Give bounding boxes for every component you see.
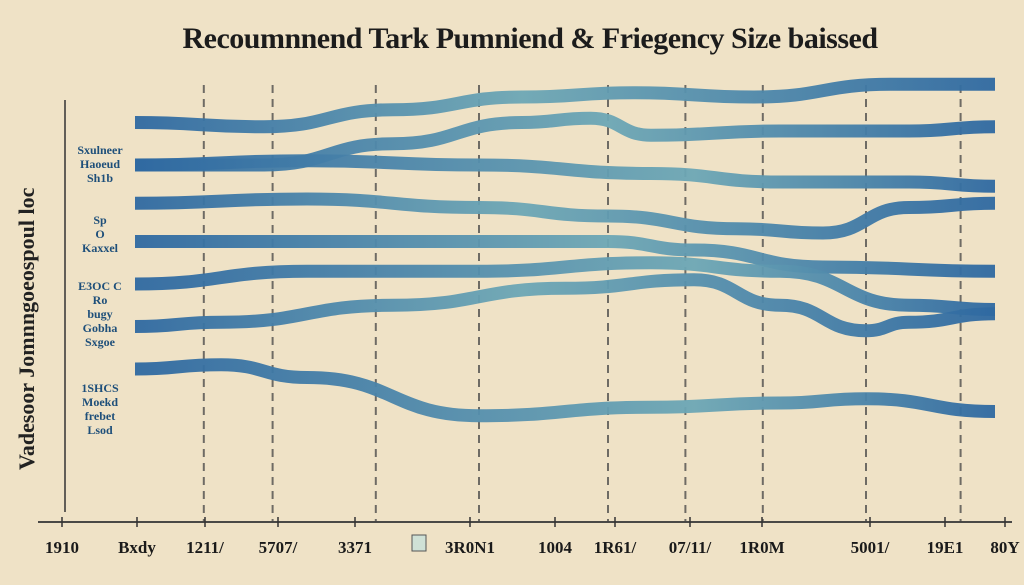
series-line: [134, 358, 996, 423]
x-tick-label: 19E1: [927, 538, 964, 557]
legend-swatch: [411, 534, 427, 552]
y-annotation-label: Lsod: [87, 423, 113, 437]
y-annotation-label: Kaxxel: [82, 241, 119, 255]
y-annotation-label: Sp: [93, 213, 107, 227]
y-annotation-label: bugy: [87, 307, 112, 321]
x-tick-label: Bxdy: [118, 538, 156, 557]
y-annotation-label: Gobha: [83, 321, 118, 335]
y-annotation-label: Moekd: [82, 395, 118, 409]
series-line: [134, 273, 996, 338]
y-annotation-label: Sxgoe: [85, 335, 116, 349]
series-line: [134, 154, 996, 193]
y-annotation-label: Haoeud: [80, 157, 120, 171]
series-line: [134, 256, 996, 316]
chart-title: Recoumnnend Tark Pumniend & Friegency Si…: [182, 22, 878, 55]
y-annotation-label: 1SHCS: [81, 381, 119, 395]
x-tick-label: 5001/: [851, 538, 890, 557]
y-annotation-label: Sh1b: [87, 171, 113, 185]
x-tick-label: 1004: [538, 538, 573, 557]
x-tick-label: 1R0M: [739, 538, 784, 557]
x-tick-label: 5707/: [259, 538, 298, 557]
y-annotation-label: E3OC C: [78, 279, 122, 293]
x-tick-label: 3R0N1: [445, 538, 495, 557]
y-annotation-label: frebet: [85, 409, 115, 423]
x-tick-label: 1211/: [186, 538, 224, 557]
x-tick-label: 07/11/: [669, 538, 712, 557]
x-tick-label: 1R61/: [594, 538, 637, 557]
x-tick-label: 3371: [338, 538, 372, 557]
y-annotation-label: Ro: [93, 293, 108, 307]
series-line: [134, 234, 996, 278]
y-annotation-label: Sxulneer: [77, 143, 123, 157]
series-line: [134, 77, 995, 134]
series-line: [134, 192, 996, 240]
x-tick-label: 80Y: [990, 538, 1019, 557]
x-tick-label: 1910: [45, 538, 79, 557]
y-annotation-label: O: [95, 227, 104, 241]
